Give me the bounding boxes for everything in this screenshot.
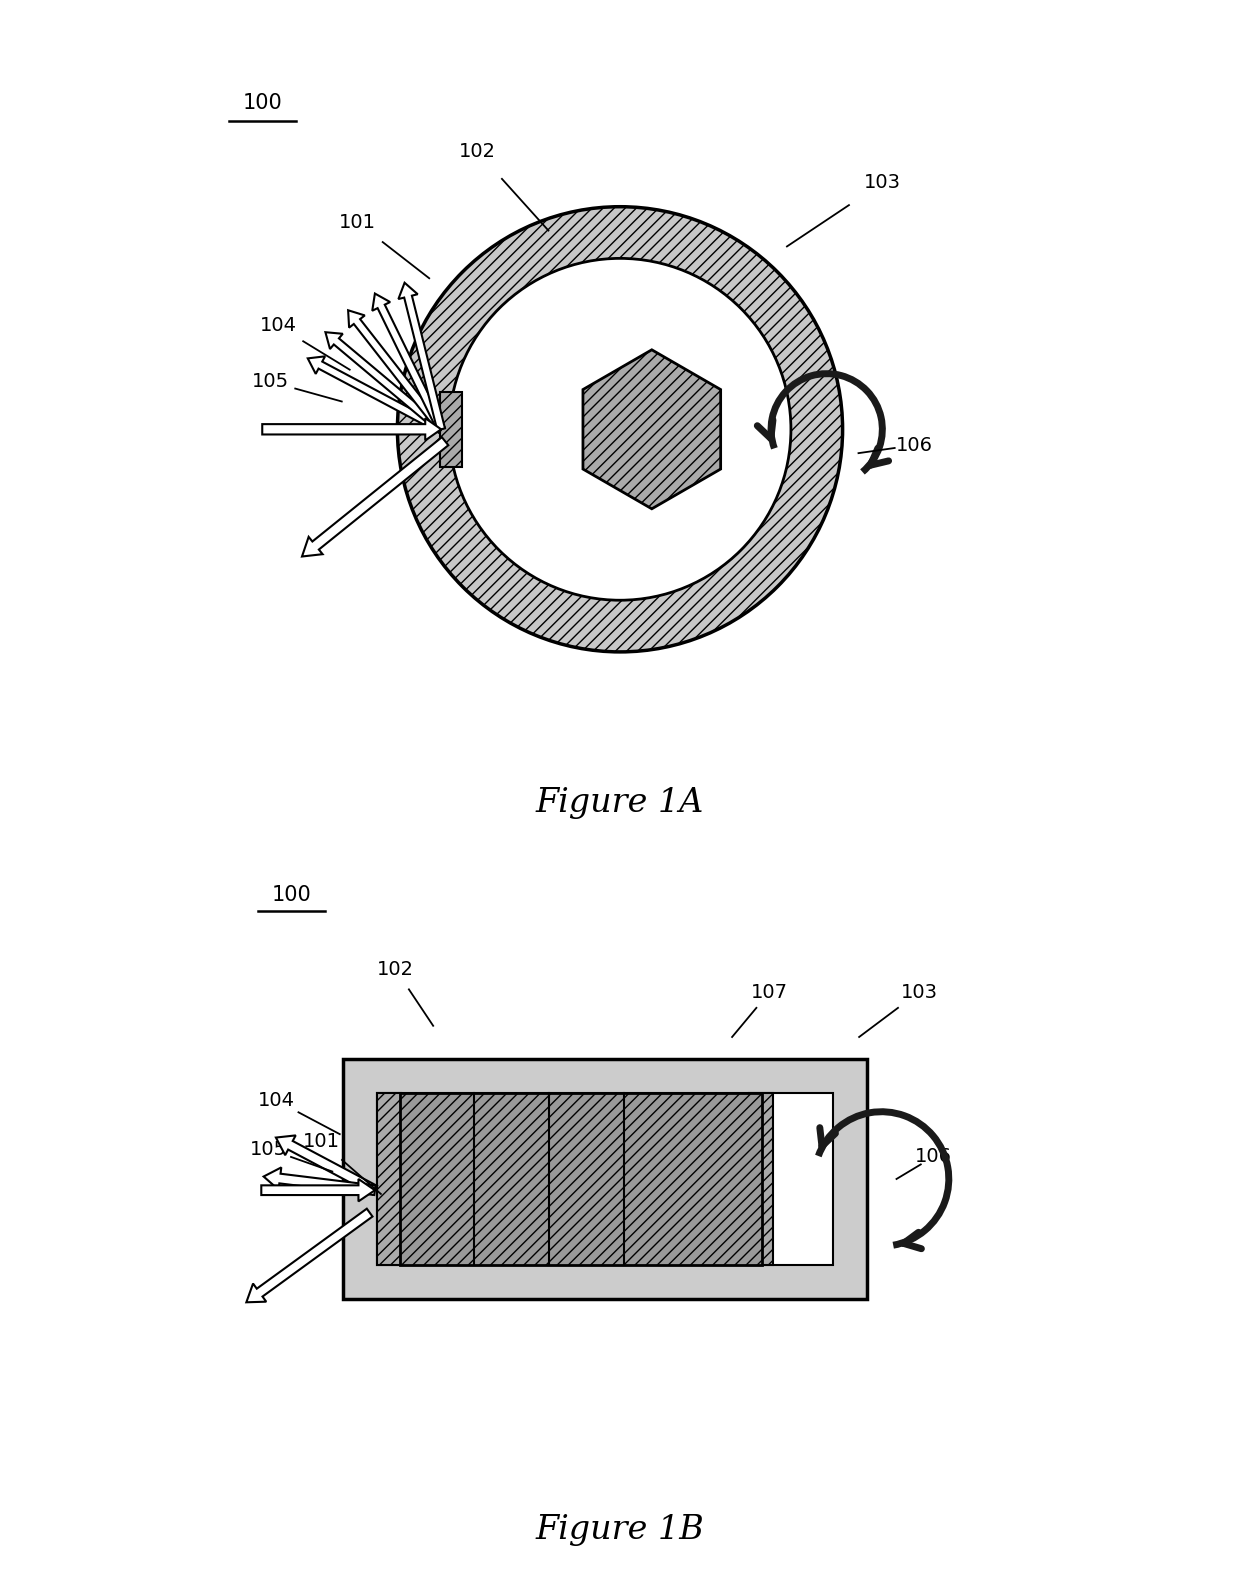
Text: 103: 103 [900,983,937,1002]
Text: 107: 107 [751,983,787,1002]
FancyArrow shape [264,1167,376,1196]
Text: Figure 1B: Figure 1B [536,1514,704,1545]
Text: 100: 100 [242,94,283,113]
Bar [377,1092,833,1266]
FancyArrow shape [398,283,445,431]
Circle shape [449,259,791,599]
FancyArrow shape [348,310,444,432]
FancyArrow shape [303,437,449,556]
Bar [399,1092,763,1266]
Text: 103: 103 [864,173,900,192]
Bar [439,391,461,467]
Polygon shape [583,350,720,509]
FancyArrow shape [325,332,444,432]
Text: 100: 100 [272,886,311,905]
Text: Figure 1A: Figure 1A [536,787,704,819]
Circle shape [397,207,843,652]
FancyArrow shape [277,1135,377,1194]
Text: 105: 105 [250,1140,288,1159]
FancyArrow shape [308,356,443,432]
Text: 106: 106 [895,436,932,455]
Text: 105: 105 [252,372,289,391]
Text: 102: 102 [377,960,414,979]
FancyArrow shape [372,294,445,431]
Bar [749,1092,774,1266]
Text: 102: 102 [459,142,496,161]
Bar [377,1092,401,1266]
Bar [343,1059,867,1299]
FancyArrow shape [262,1180,374,1202]
FancyArrow shape [247,1208,372,1302]
Text: 104: 104 [259,316,296,335]
Text: 101: 101 [303,1132,340,1151]
Text: 104: 104 [258,1091,295,1110]
Text: 106: 106 [915,1146,952,1165]
FancyArrow shape [262,418,441,440]
Text: 101: 101 [340,213,376,232]
